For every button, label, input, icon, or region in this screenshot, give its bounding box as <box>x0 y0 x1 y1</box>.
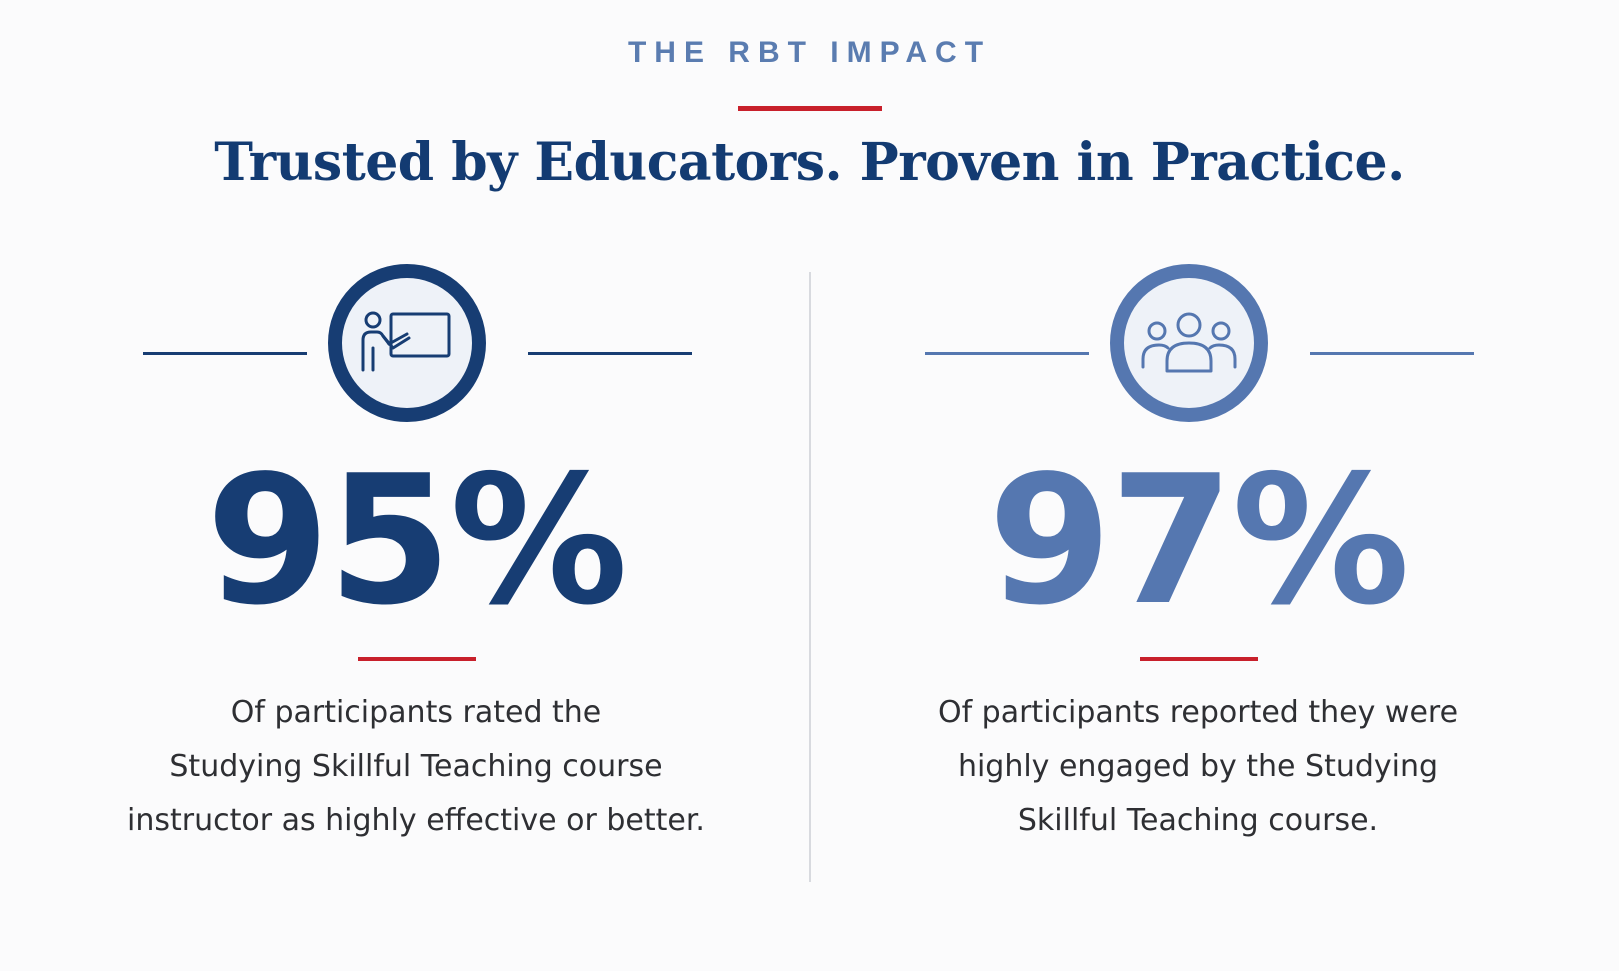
stat-accent-rule <box>1140 657 1258 661</box>
caption-line: instructor as highly effective or better… <box>127 803 705 838</box>
stat-caption: Of participants rated the Studying Skill… <box>116 686 716 848</box>
eyebrow-accent-rule <box>738 106 882 111</box>
caption-line: Studying Skillful Teaching course <box>169 749 663 784</box>
column-divider <box>809 272 811 882</box>
caption-line: highly engaged by the Studying <box>957 749 1439 784</box>
stat-card-engagement: 97% Of participants reported they were h… <box>898 262 1498 862</box>
caption-line: Skillful Teaching course. <box>1017 803 1379 838</box>
page-title: Trusted by Educators. Proven in Practice… <box>214 132 1405 193</box>
section-eyebrow: THE RBT IMPACT <box>627 36 992 69</box>
caption-line: Of participants rated the <box>230 695 602 730</box>
badge-side-line-right <box>528 352 692 355</box>
teacher-at-board-icon <box>361 311 451 372</box>
stat-caption: Of participants reported they were highl… <box>898 686 1498 848</box>
badge-side-line-left <box>143 352 307 355</box>
caption-line: Of participants reported they were <box>937 695 1459 730</box>
stat-value: 97% <box>987 437 1410 644</box>
stat-badge <box>1110 264 1268 422</box>
stat-accent-rule <box>358 657 476 661</box>
stat-card-instructor-rating: 95% Of participants rated the Studying S… <box>116 262 716 862</box>
stat-value: 95% <box>205 437 628 644</box>
badge-side-line-left <box>925 352 1089 355</box>
stat-badge <box>328 264 486 422</box>
badge-side-line-right <box>1310 352 1474 355</box>
group-people-icon <box>1141 312 1237 373</box>
